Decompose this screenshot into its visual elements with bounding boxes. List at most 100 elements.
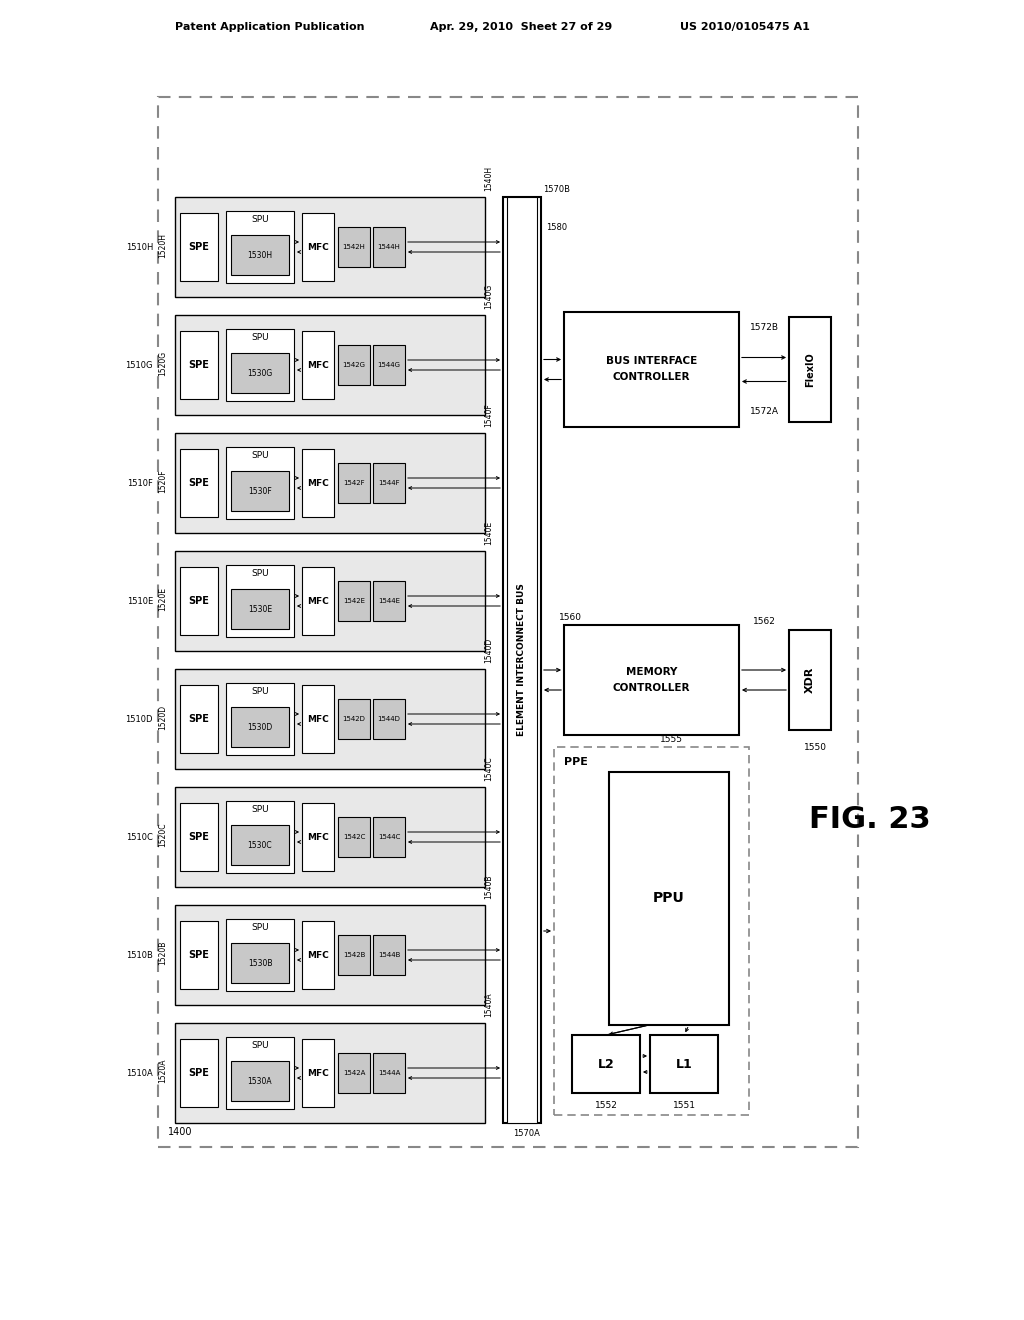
- Text: 1510G: 1510G: [126, 360, 153, 370]
- Bar: [373, 817, 406, 857]
- Bar: [231, 589, 289, 630]
- Bar: [231, 235, 289, 275]
- Bar: [554, 747, 749, 1115]
- Text: MEMORY: MEMORY: [626, 667, 677, 677]
- Text: 1530E: 1530E: [248, 605, 272, 614]
- Text: 1544C: 1544C: [378, 834, 400, 840]
- Text: 1544D: 1544D: [378, 715, 400, 722]
- Text: 1530A: 1530A: [248, 1077, 272, 1085]
- Bar: [226, 682, 294, 755]
- Text: 1570A: 1570A: [514, 1129, 541, 1138]
- Text: 1520B: 1520B: [158, 941, 167, 965]
- Text: 1520H: 1520H: [158, 232, 167, 257]
- Text: MFC: MFC: [307, 243, 329, 252]
- Text: MFC: MFC: [307, 1068, 329, 1077]
- Text: BUS INTERFACE: BUS INTERFACE: [606, 356, 697, 367]
- Bar: [226, 801, 294, 873]
- Text: MFC: MFC: [307, 597, 329, 606]
- Bar: [572, 1035, 640, 1093]
- Bar: [302, 921, 334, 989]
- Text: SPU: SPU: [251, 1040, 269, 1049]
- Text: 1400: 1400: [168, 1127, 193, 1137]
- Bar: [231, 708, 289, 747]
- Text: 1572A: 1572A: [750, 408, 778, 417]
- Text: 1530G: 1530G: [248, 368, 272, 378]
- Bar: [180, 921, 218, 989]
- Bar: [175, 550, 485, 651]
- Text: 1540G: 1540G: [484, 284, 494, 309]
- Bar: [180, 213, 218, 281]
- Text: 1520E: 1520E: [158, 587, 167, 611]
- Bar: [302, 213, 334, 281]
- Text: SPE: SPE: [188, 597, 210, 606]
- Bar: [338, 935, 370, 975]
- Bar: [338, 700, 370, 739]
- Bar: [609, 772, 729, 1026]
- Bar: [302, 331, 334, 399]
- Text: 1560: 1560: [559, 612, 582, 622]
- Bar: [231, 352, 289, 393]
- Text: SPE: SPE: [188, 360, 210, 370]
- Text: 1580: 1580: [546, 223, 567, 231]
- Text: 1551: 1551: [673, 1101, 695, 1110]
- Text: 1562: 1562: [753, 618, 775, 627]
- Text: 1520G: 1520G: [158, 350, 167, 376]
- Text: 1542D: 1542D: [343, 715, 366, 722]
- Text: 1510F: 1510F: [127, 479, 153, 487]
- Bar: [180, 449, 218, 517]
- Text: 1510D: 1510D: [126, 714, 153, 723]
- Bar: [231, 471, 289, 511]
- Text: CONTROLLER: CONTROLLER: [612, 372, 690, 383]
- Text: MFC: MFC: [307, 950, 329, 960]
- Bar: [180, 331, 218, 399]
- Text: SPU: SPU: [251, 569, 269, 578]
- Text: 1540H: 1540H: [484, 166, 494, 191]
- Text: FIG. 23: FIG. 23: [809, 805, 931, 834]
- Text: 1544F: 1544F: [378, 480, 399, 486]
- Text: SPE: SPE: [188, 242, 210, 252]
- Text: SPU: SPU: [251, 686, 269, 696]
- Bar: [180, 1039, 218, 1107]
- Text: MFC: MFC: [307, 360, 329, 370]
- Text: 1510C: 1510C: [126, 833, 153, 842]
- Bar: [650, 1035, 718, 1093]
- Text: ELEMENT INTERCONNECT BUS: ELEMENT INTERCONNECT BUS: [517, 583, 526, 737]
- Bar: [175, 669, 485, 770]
- Bar: [373, 700, 406, 739]
- Bar: [373, 345, 406, 385]
- Text: 1530B: 1530B: [248, 958, 272, 968]
- Bar: [338, 463, 370, 503]
- Bar: [158, 96, 858, 1147]
- Bar: [507, 197, 537, 1123]
- Bar: [175, 433, 485, 533]
- Text: 1542G: 1542G: [342, 362, 366, 368]
- Bar: [302, 685, 334, 752]
- Text: MFC: MFC: [307, 714, 329, 723]
- Text: 1544A: 1544A: [378, 1071, 400, 1076]
- Bar: [373, 227, 406, 267]
- Text: 1530H: 1530H: [248, 251, 272, 260]
- Text: SPU: SPU: [251, 333, 269, 342]
- Bar: [180, 803, 218, 871]
- Bar: [226, 329, 294, 401]
- Text: 1540F: 1540F: [484, 403, 494, 426]
- Text: 1520A: 1520A: [158, 1059, 167, 1084]
- Bar: [790, 630, 831, 730]
- Text: US 2010/0105475 A1: US 2010/0105475 A1: [680, 22, 810, 32]
- Text: 1520D: 1520D: [158, 705, 167, 730]
- Bar: [175, 1023, 485, 1123]
- Bar: [180, 685, 218, 752]
- Bar: [231, 942, 289, 983]
- Text: 1544E: 1544E: [378, 598, 400, 605]
- Bar: [338, 581, 370, 620]
- Text: 1540C: 1540C: [484, 756, 494, 781]
- Bar: [373, 581, 406, 620]
- Text: 1550: 1550: [804, 742, 826, 751]
- Text: 1520F: 1520F: [158, 469, 167, 492]
- Text: 1555: 1555: [660, 734, 683, 743]
- Text: SPU: SPU: [251, 450, 269, 459]
- Text: PPE: PPE: [564, 756, 588, 767]
- Text: 1552: 1552: [595, 1101, 617, 1110]
- Bar: [302, 1039, 334, 1107]
- Text: 1542H: 1542H: [343, 244, 366, 249]
